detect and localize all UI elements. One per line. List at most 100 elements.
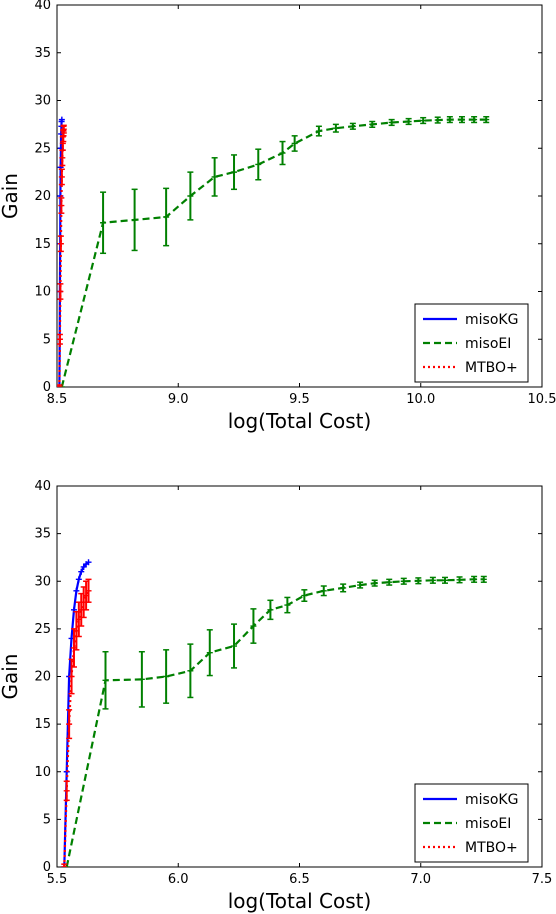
legend-label: MTBO+ [465, 360, 518, 376]
data-point [131, 216, 138, 223]
y-tick-label: 20 [34, 189, 51, 204]
data-point [471, 116, 478, 123]
data-point [442, 577, 448, 584]
data-point [59, 154, 66, 161]
legend-label: misoKG [465, 792, 518, 808]
data-point [405, 118, 412, 125]
y-tick-label: 25 [34, 141, 51, 156]
y-tick-label: 40 [34, 479, 51, 494]
data-point [255, 161, 262, 168]
data-point [267, 606, 274, 613]
data-point [187, 667, 194, 674]
x-tick-label: 8.5 [47, 392, 68, 407]
legend-frame [414, 783, 529, 863]
data-point [231, 643, 238, 650]
data-point [58, 116, 65, 123]
plot-area [57, 115, 490, 387]
data-point [231, 169, 238, 176]
data-point [279, 150, 286, 157]
x-axis-label: log(Total Cost) [228, 409, 372, 433]
y-tick-label: 40 [34, 0, 51, 13]
data-point [315, 128, 322, 135]
chart-2: 0 5 10 15 20 25 30 35 40 5.5 6.0 6.5 7.0 7.5 log(Total… [0, 479, 552, 913]
data-point [369, 121, 376, 128]
data-point [340, 584, 347, 591]
legend-frame [414, 303, 529, 383]
data-point [138, 676, 145, 683]
data-point [434, 117, 441, 124]
data-point [471, 576, 478, 583]
data-point [480, 576, 487, 583]
data-point [388, 119, 395, 126]
data-point [187, 193, 194, 199]
data-point [357, 582, 364, 589]
y-tick-label: 15 [34, 717, 51, 732]
series-misoEI [63, 575, 487, 867]
data-point [63, 787, 70, 794]
y-tick-label: 25 [34, 622, 51, 637]
series-MTBO+ [57, 124, 67, 387]
y-tick-label: 35 [34, 46, 51, 61]
legend-label: misoKG [465, 312, 518, 328]
x-tick-label: 10.0 [406, 392, 435, 407]
legend-label: misoEI [465, 336, 511, 352]
data-point [458, 116, 465, 123]
data-point [100, 219, 107, 226]
plot-area [61, 559, 487, 867]
data-point [85, 587, 92, 594]
data-point [291, 140, 298, 147]
x-tick-label: 5.5 [47, 872, 68, 887]
data-point [60, 126, 67, 133]
y-tick-label: 5 [43, 812, 51, 827]
data-point [57, 336, 63, 343]
y-tick-label: 20 [34, 670, 51, 685]
data-point [320, 587, 327, 594]
data-point [57, 288, 64, 295]
x-tick-label: 9.0 [168, 392, 189, 407]
legend-label: misoEI [465, 816, 511, 832]
legend-label: MTBO+ [465, 840, 518, 856]
x-tick-label: 7.0 [410, 872, 431, 887]
data-point [102, 677, 109, 684]
x-tick-label: 6.0 [168, 872, 189, 887]
y-tick-label: 10 [34, 285, 51, 300]
data-point [78, 568, 85, 575]
data-point [415, 577, 422, 584]
data-point [386, 579, 393, 586]
data-point [163, 673, 170, 680]
data-point [206, 649, 213, 656]
data-point [332, 125, 339, 132]
x-tick-label: 10.5 [528, 392, 556, 407]
data-point [58, 202, 65, 209]
data-point [57, 240, 64, 247]
data-point [85, 559, 92, 566]
y-tick-label: 10 [34, 765, 51, 780]
data-point [284, 602, 291, 609]
data-point [61, 864, 68, 867]
data-point [446, 116, 453, 123]
data-point [63, 864, 70, 867]
data-point [58, 173, 65, 180]
data-point [483, 116, 490, 123]
series-MTBO+ [61, 578, 92, 867]
data-point [371, 580, 378, 587]
data-point [420, 117, 427, 124]
legend: misoKG misoEI MTBO+ [414, 783, 529, 863]
data-point [301, 592, 308, 599]
data-point [68, 673, 75, 680]
data-point [349, 123, 356, 130]
data-point [163, 214, 170, 221]
x-tick-label: 7.5 [532, 872, 553, 887]
series-line [65, 578, 484, 867]
series-misoEI [58, 115, 490, 387]
data-point [66, 721, 73, 728]
legend: misoKG misoEI MTBO+ [414, 303, 529, 383]
y-tick-label: 5 [43, 332, 51, 347]
chart-1: 0 5 10 15 20 25 30 35 40 8.5 9.0 9.5 10.0 10.5 log(Tot… [0, 0, 556, 433]
y-tick-label: 0 [43, 860, 51, 875]
y-tick-label: 35 [34, 527, 51, 542]
y-axis-label: Gain [0, 173, 22, 219]
y-tick-label: 30 [34, 574, 51, 589]
x-axis-label: log(Total Cost) [228, 889, 372, 913]
